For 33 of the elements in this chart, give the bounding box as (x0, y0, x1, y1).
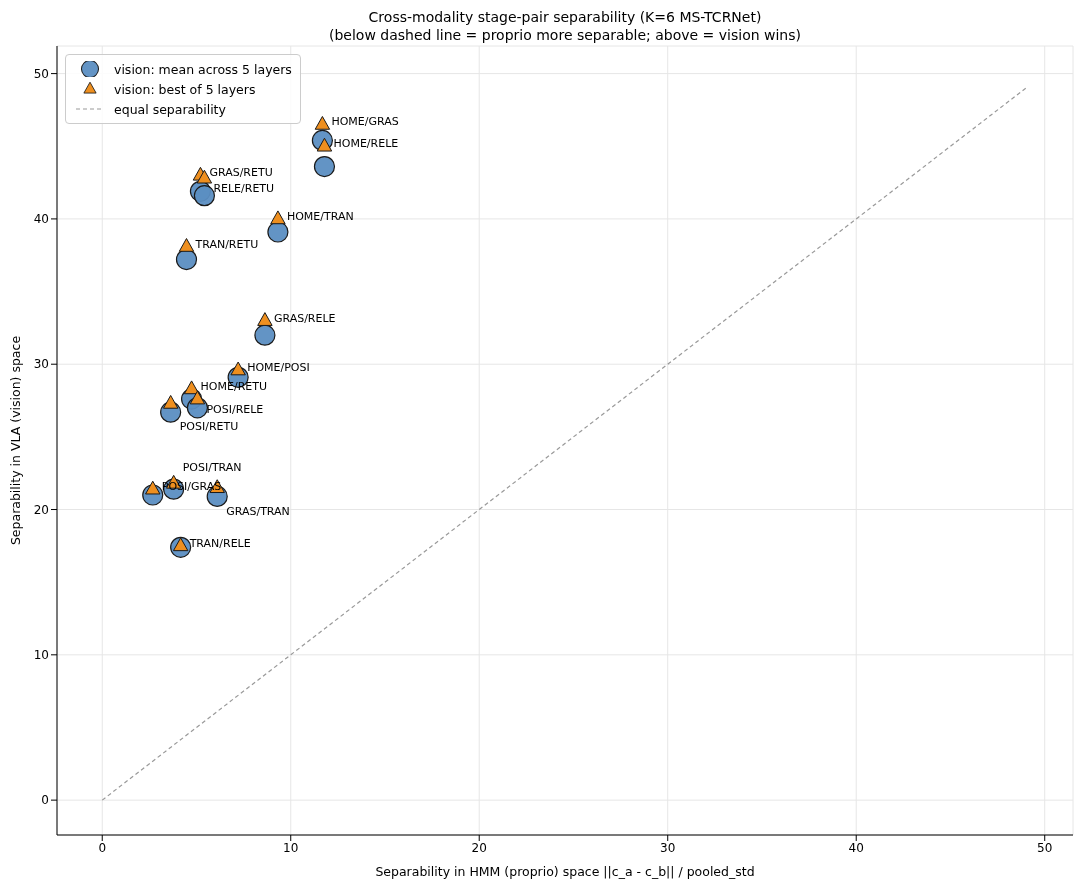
x-tick-label: 10 (283, 840, 299, 855)
chart-subtitle: (below dashed line = proprio more separable; above = vision wins) (328, 26, 802, 44)
y-axis-title: Separability in VLA (vision) space (8, 335, 24, 546)
x-tick-label: 0 (98, 840, 107, 855)
y-tick-label: 10 (33, 648, 49, 663)
annotation: GRAS/RETU (209, 166, 273, 180)
y-tick-label: 20 (33, 502, 49, 517)
annotation: HOME/RELE (333, 137, 399, 151)
x-tick-label: 40 (848, 840, 864, 855)
legend-label: vision: best of 5 layers (114, 81, 256, 97)
chart-title: Cross-modality stage-pair separability (K=6 MS-TCRNet) (367, 8, 763, 26)
annotation: GRAS/TRAN (226, 504, 290, 518)
annotation: POSI/RELE (206, 403, 264, 417)
y-tick-label: 30 (33, 357, 49, 372)
x-tick-label: 50 (1037, 840, 1053, 855)
annotation: TRAN/RETU (194, 237, 259, 251)
annotation: RELE/RETU (213, 182, 275, 196)
annotation: POSI/TRAN (182, 461, 242, 475)
x-tick-label: 30 (660, 840, 676, 855)
y-tick-label: 0 (41, 793, 49, 808)
y-tick-label: 50 (33, 66, 49, 81)
x-axis-title: Separability in HMM (proprio) space ||c_a - c_b|| / pooled_std (375, 864, 755, 879)
annotation: HOME/RETU (200, 379, 268, 393)
annotation: GRAS/RELE (273, 311, 336, 325)
annotation: HOME/POSI (247, 361, 310, 375)
y-tick-label: 40 (33, 212, 49, 227)
x-tick-label: 20 (471, 840, 487, 855)
annotation: HOME/GRAS (331, 115, 399, 129)
annotation: POSI/RETU (179, 420, 239, 434)
legend-label: vision: mean across 5 layers (114, 61, 292, 77)
annotation: TRAN/RELE (188, 536, 251, 550)
annotation: HOME/TRAN (286, 209, 354, 223)
legend-label: equal separability (114, 101, 226, 117)
